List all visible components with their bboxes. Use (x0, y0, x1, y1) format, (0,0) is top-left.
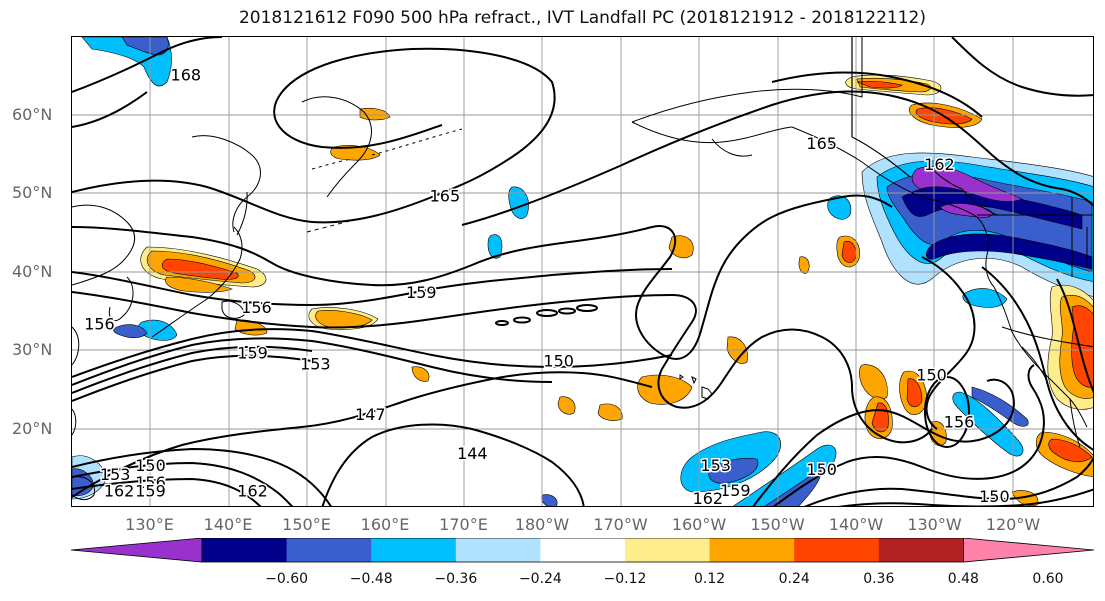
colorbar-tick-label: −0.12 (603, 571, 647, 587)
lon-label: 150°E (282, 515, 331, 534)
contour-label: 156 (944, 413, 975, 432)
lon-label: 180°W (514, 515, 570, 534)
lon-label: 170°E (439, 515, 488, 534)
colorbar-cell (625, 538, 711, 562)
contour-label: 159 (135, 482, 166, 501)
contour-label: 156 (135, 473, 166, 492)
contour-lines (72, 37, 1093, 506)
colorbar-extend-high (963, 538, 1095, 563)
colorbar-tick-label: 0.60 (1032, 571, 1064, 587)
contour-label: 150 (979, 487, 1010, 506)
colorbar-cell (794, 538, 880, 562)
map-title: 2018121612 F090 500 hPa refract., IVT La… (238, 8, 926, 28)
lat-label: 40°N (12, 261, 53, 281)
colorbar-cell (540, 538, 626, 562)
colorbar-cell (371, 538, 457, 562)
lon-label: 160°W (671, 515, 727, 534)
lon-label: 150°W (750, 515, 805, 534)
map-panel: 168 165 165 162 159 156 156 159 153 150 147 144 150 1… (71, 36, 1094, 507)
colorbar-tick-label: −0.24 (518, 571, 562, 587)
contour-label: 162 (924, 155, 955, 174)
colorbar-tick-label: −0.48 (349, 571, 393, 587)
lon-label: 130°W (907, 515, 962, 534)
contour-label: 153 (700, 456, 731, 475)
colorbar-tick-label: −0.60 (265, 571, 309, 587)
contour-label: 150 (916, 366, 947, 385)
contour-label: 162 (104, 482, 135, 501)
contour-label: 156 (84, 315, 115, 334)
colorbar-tick-label: 0.48 (947, 571, 979, 587)
lon-label: 140°E (203, 515, 253, 534)
colorbar-cell (286, 538, 372, 562)
colorbar-cell (878, 538, 964, 562)
colorbar-tick-label: 0.36 (863, 571, 895, 587)
colorbar-tick-label: −0.36 (434, 571, 478, 587)
contour-label: 159 (406, 283, 437, 302)
lat-label: 60°N (12, 104, 53, 124)
colorbar-cell (709, 538, 795, 562)
colorbar-extend-low (70, 538, 203, 563)
contour-label: 144 (457, 444, 488, 463)
contour-label: 153 (100, 465, 131, 484)
lat-label: 30°N (12, 340, 53, 359)
contour-label: 162 (237, 482, 268, 501)
colorbar-tick-label: 0.24 (778, 571, 810, 587)
lon-label: 140°W (828, 515, 884, 534)
contour-label: 150 (806, 460, 837, 479)
contour-label: 165 (430, 187, 461, 206)
contour-label: 159 (720, 481, 751, 500)
colorbar-cell (202, 538, 288, 562)
contour-label: 165 (806, 134, 837, 153)
colorbar-tick-label: 0.12 (694, 571, 726, 587)
contour-label: 162 (693, 489, 724, 507)
contour-label: 150 (543, 351, 574, 370)
contour-label: 156 (241, 298, 272, 317)
lat-label: 20°N (12, 418, 53, 438)
contour-label: 150 (135, 456, 166, 475)
lon-label: 170°W (593, 515, 648, 534)
contour-label: 168 (171, 66, 202, 85)
contour-label: 159 (237, 344, 268, 363)
lon-label: 160°E (360, 515, 410, 534)
lon-label: 130°E (125, 515, 174, 534)
contour-label: 153 (300, 355, 331, 374)
colorbar-outline (201, 538, 964, 563)
contour-label: 147 (355, 405, 386, 424)
colorbar (70, 538, 1095, 563)
colorbar-cell (455, 538, 541, 562)
lon-label: 120°W (985, 515, 1041, 534)
lat-label: 50°N (12, 183, 53, 202)
